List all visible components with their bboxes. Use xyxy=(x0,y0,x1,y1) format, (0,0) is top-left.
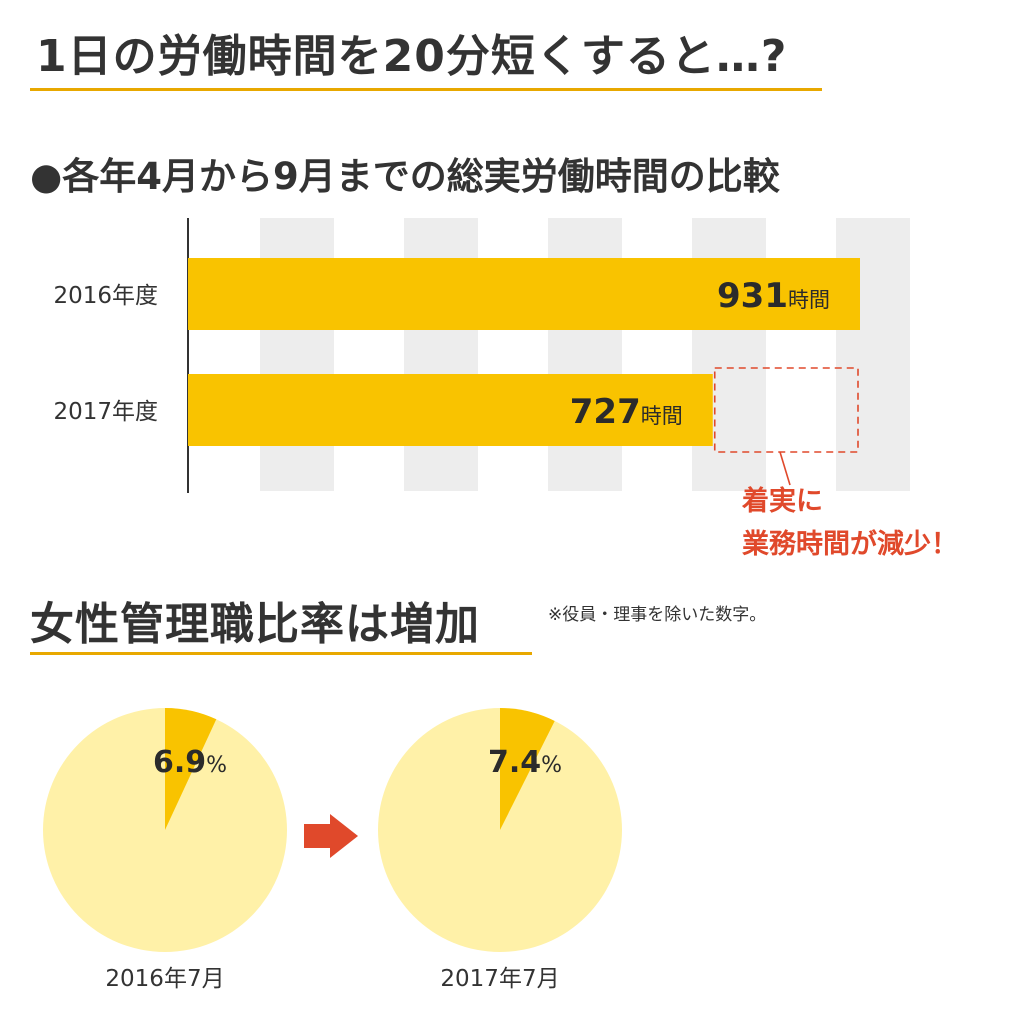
pie-slice-1 xyxy=(165,708,217,830)
female-manager-title: 女性管理職比率は増加 xyxy=(30,599,480,650)
female-title-underline xyxy=(30,652,532,655)
female-manager-note: ※役員・理事を除いた数字。 xyxy=(548,605,767,625)
reduction-dashed-box xyxy=(713,367,859,453)
female-manager-pie-charts: 6.9% 2016年7月 7.4% 2017年7月 xyxy=(43,708,622,992)
right-arrow-head-icon xyxy=(330,814,358,858)
title-underline xyxy=(30,88,822,91)
annotation-leader-line xyxy=(779,451,791,486)
pie-category-label: 2016年7月 xyxy=(105,966,224,992)
bar-category-label: 2017年度 xyxy=(53,399,158,425)
annotation-text: 着実に xyxy=(741,485,823,517)
bar-chart-title: ●各年4月から9月までの総実労働時間の比較 xyxy=(30,155,780,198)
bar-2 xyxy=(188,374,713,446)
bar-1 xyxy=(188,258,860,330)
pie-value-label: 7.4% xyxy=(488,745,562,780)
bar-category-label: 2016年度 xyxy=(53,283,158,309)
right-arrow-icon xyxy=(304,824,334,848)
bar-value-label: 727時間 xyxy=(570,392,683,432)
pie-value-label: 6.9% xyxy=(153,745,227,780)
annotation-text: 業務時間が減少！ xyxy=(742,528,958,560)
pie-slice-2 xyxy=(500,708,555,830)
bar-value-label: 931時間 xyxy=(717,276,830,316)
pie-category-label: 2017年7月 xyxy=(440,966,559,992)
page-title: 1日の労働時間を20分短くすると…? xyxy=(36,31,788,82)
